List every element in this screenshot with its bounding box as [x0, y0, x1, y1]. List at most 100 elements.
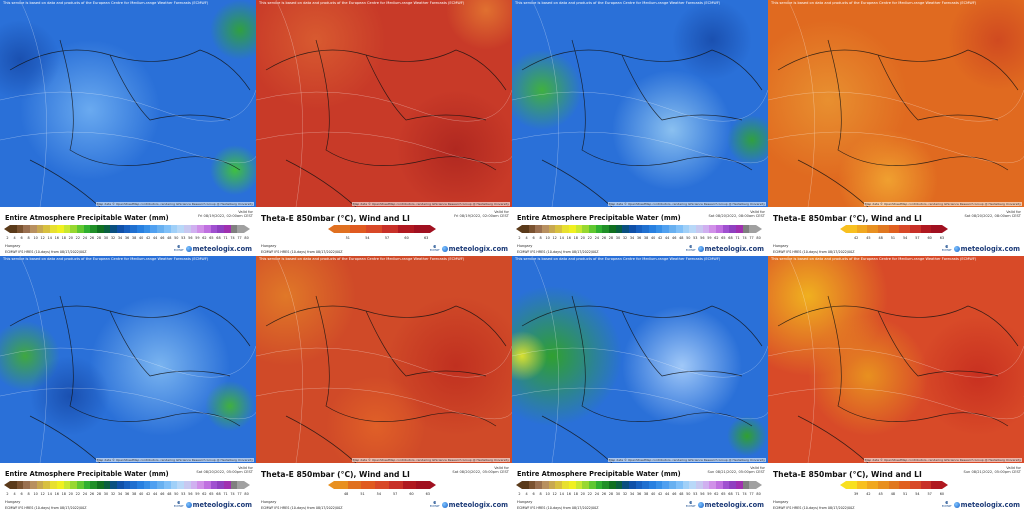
scale-tick: 80	[756, 492, 761, 496]
brand-logos[interactable]: ϵ ECMWF meteologix.com	[174, 501, 252, 510]
globe-icon	[185, 246, 192, 252]
scale-cell	[846, 481, 857, 489]
meteologix-logo[interactable]: meteologix.com	[185, 245, 252, 253]
weather-map[interactable]: This service is based on data and produc…	[512, 0, 768, 207]
meteologix-logo[interactable]: meteologix.com	[441, 501, 508, 509]
contour-lines	[768, 256, 1024, 463]
brand-logos[interactable]: ϵ ECMWF meteologix.com	[685, 244, 764, 254]
color-scale	[4, 481, 251, 489]
scale-cell	[117, 481, 124, 489]
scale-cell	[575, 225, 583, 233]
weather-map[interactable]: This service is based on data and produc…	[768, 256, 1024, 463]
globe-icon	[697, 246, 704, 252]
scale-tick: 12	[552, 236, 557, 240]
scale-cell	[920, 481, 932, 489]
scale-tick: 62	[714, 236, 719, 240]
scale-tick: 51	[360, 492, 365, 496]
brand-logos[interactable]: ϵ ECMWF meteologix.com	[430, 245, 508, 254]
brand-logos[interactable]: ϵ ECMWF meteologix.com	[686, 501, 764, 510]
scale-tick: 38	[643, 492, 649, 496]
brand-logos[interactable]: ϵ ECMWF meteologix.com	[174, 245, 252, 254]
map-canvas	[768, 0, 1024, 207]
scale-cell	[635, 481, 643, 489]
scale-tick: 77	[237, 236, 242, 240]
scale-tick: 20	[580, 236, 585, 240]
weather-map[interactable]: This service is based on data and produc…	[256, 256, 512, 463]
scale-cell	[702, 225, 710, 233]
weather-map[interactable]: This service is based on data and produc…	[256, 0, 512, 207]
theta-e-panel: This service is based on data and produc…	[768, 256, 1024, 512]
scale-cell	[83, 225, 91, 233]
scale-cell	[388, 481, 403, 489]
ecmwf-disclaimer: This service is based on data and produc…	[3, 1, 209, 5]
contour-lines	[256, 0, 512, 207]
map-canvas	[256, 256, 512, 463]
scale-cell	[96, 481, 104, 489]
scale-tick: 63	[424, 236, 429, 240]
scale-tick: 32	[622, 492, 628, 496]
contour-lines	[0, 256, 256, 463]
scale-cell	[36, 225, 44, 233]
scale-tick: 54	[365, 236, 370, 240]
valid-time: Valid for Fri 08/19/2022, 02:00am CEST	[198, 210, 253, 219]
weather-map[interactable]: This service is based on data and produc…	[768, 0, 1024, 207]
scale-cell	[555, 225, 563, 233]
scale-tick: 71	[735, 236, 740, 240]
scale-tick: 53	[693, 236, 698, 240]
scale-cell	[143, 481, 151, 489]
ecmwf-disclaimer: This service is based on data and produc…	[771, 257, 977, 261]
scale-tick: 28	[96, 492, 102, 496]
scale-cell	[722, 481, 730, 489]
valid-label: Valid for	[1006, 210, 1021, 214]
weather-map[interactable]: This service is based on data and produc…	[0, 0, 256, 207]
scale-cell	[143, 225, 151, 233]
brand-logos[interactable]: ϵ ECMWF meteologix.com	[942, 501, 1020, 510]
scale-tick: 2	[6, 492, 9, 496]
scale-tick: 8	[27, 492, 30, 496]
scale-arrow-left	[840, 225, 846, 233]
scale-tick: 51	[890, 236, 896, 240]
scale-tick: 59	[707, 236, 712, 240]
meteologix-logo[interactable]: meteologix.com	[185, 501, 252, 509]
country-border	[777, 39, 1019, 207]
meteologix-logo[interactable]: meteologix.com	[953, 245, 1020, 253]
meteologix-logo[interactable]: meteologix.com	[953, 501, 1020, 509]
scale-tick: 80	[244, 492, 249, 496]
scale-cell	[366, 225, 382, 233]
scale-cell	[334, 481, 348, 489]
scale-cell	[117, 225, 124, 233]
scale-cell	[715, 481, 723, 489]
brand-logos[interactable]: ϵ ECMWF meteologix.com	[942, 245, 1020, 254]
scale-tick: 8	[27, 236, 30, 240]
scale-tick: 10	[545, 236, 550, 240]
scale-tick: 54	[902, 236, 908, 240]
scale-ticks: 51 54 57 60 63	[338, 236, 436, 240]
model-run: ECMWF IFS HRES (10-days) from 08/17/2022…	[261, 506, 343, 510]
scale-cell	[888, 225, 900, 233]
weather-map[interactable]: This service is based on data and produc…	[0, 256, 256, 463]
scale-cell	[30, 481, 37, 489]
scale-tick: 16	[566, 236, 571, 240]
scale-cell	[622, 481, 629, 489]
meteologix-logo[interactable]: meteologix.com	[697, 245, 764, 253]
theta-e-panel: This service is based on data and produc…	[256, 0, 512, 256]
scale-cell	[123, 481, 131, 489]
scale-cell	[137, 225, 144, 233]
weather-map[interactable]: This service is based on data and produc…	[512, 256, 768, 463]
scale-arrow-right	[942, 481, 949, 489]
scale-cell	[878, 225, 889, 233]
scale-cell	[203, 225, 211, 233]
scale-cell	[130, 481, 138, 489]
scale-cell	[568, 481, 576, 489]
scale-ticks: 48 51 54 57 60 63	[338, 492, 436, 496]
scale-cell	[742, 225, 750, 233]
scale-tick: 16	[54, 236, 59, 240]
brand-logos[interactable]: ϵ ECMWF meteologix.com	[430, 501, 508, 510]
scale-cell	[157, 481, 164, 489]
meteologix-logo[interactable]: meteologix.com	[697, 501, 764, 509]
meteologix-logo[interactable]: meteologix.com	[441, 245, 508, 253]
scale-cell	[177, 481, 184, 489]
ecmwf-logo: ϵ ECMWF	[685, 244, 696, 253]
scale-tick: 36	[636, 236, 642, 240]
scale-cell	[334, 225, 350, 233]
